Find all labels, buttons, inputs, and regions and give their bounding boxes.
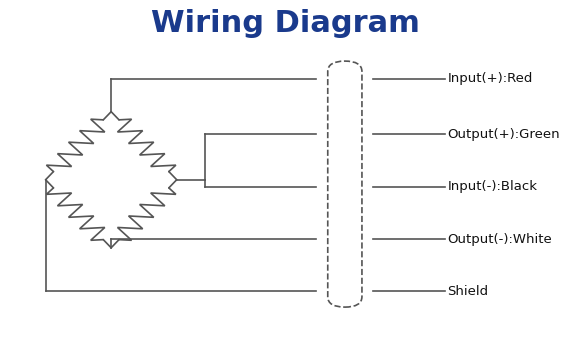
Text: Input(-):Black: Input(-):Black (447, 180, 538, 193)
Text: Shield: Shield (447, 285, 488, 298)
Text: Input(+):Red: Input(+):Red (447, 72, 533, 85)
Text: Output(+):Green: Output(+):Green (447, 128, 560, 141)
Text: Output(-):White: Output(-):White (447, 232, 552, 246)
Text: Wiring Diagram: Wiring Diagram (150, 9, 420, 38)
